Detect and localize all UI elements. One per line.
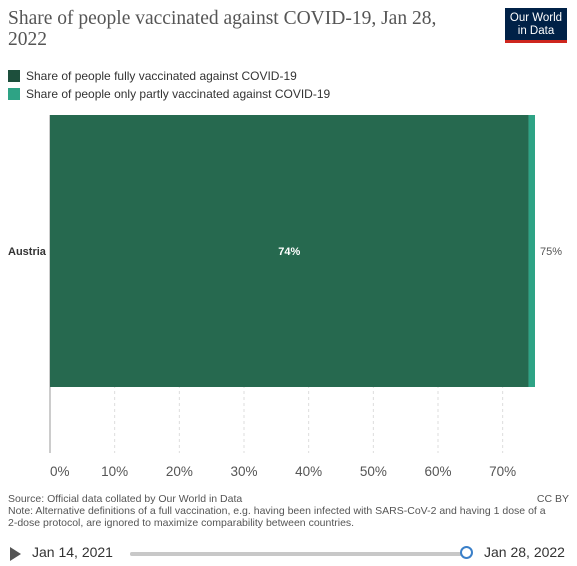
chart-footer: Source: Official data collated by Our Wo… [8,493,548,529]
play-icon[interactable] [10,547,21,561]
timeline-end-label[interactable]: Jan 28, 2022 [484,544,565,560]
x-tick-label: 10% [101,464,128,479]
legend-swatch-partly [8,88,20,100]
legend-label-partly: Share of people only partly vaccinated a… [26,87,331,101]
note-text: Note: Alternative definitions of a full … [8,505,546,529]
timeline-track-fill [130,552,468,556]
x-tick-label: 50% [360,464,387,479]
bar-chart: 0% 10% 20% 30% 40% 50% 60% 70% Austria 74% 75% [8,115,562,479]
x-tick-label: 70% [489,464,516,479]
bar-fully-austria [50,115,529,387]
x-tick-label: 60% [424,464,451,479]
chart-title: Share of people vaccinated against COVID… [8,8,437,50]
legend-item-partly[interactable]: Share of people only partly vaccinated a… [8,85,330,103]
bar-value-label: 74% [278,246,300,258]
timeline-start-label[interactable]: Jan 14, 2021 [32,544,113,560]
license-link[interactable]: CC BY [536,493,569,505]
bar-partly-austria [528,115,535,387]
legend: Share of people fully vaccinated against… [8,67,330,103]
bar-total-label: 75% [540,246,562,258]
x-tick-label: 40% [295,464,322,479]
category-label: Austria [8,246,47,258]
timeline-track[interactable] [130,552,468,556]
owid-logo[interactable]: Our World in Data [505,8,567,43]
x-tick-label: 0% [50,464,70,479]
legend-item-fully[interactable]: Share of people fully vaccinated against… [8,67,330,85]
x-tick-label: 30% [230,464,257,479]
x-tick-label: 20% [166,464,193,479]
legend-label-fully: Share of people fully vaccinated against… [26,69,297,83]
timeline: Jan 14, 2021 Jan 28, 2022 [8,542,573,564]
legend-swatch-fully [8,70,20,82]
logo-line-1: Our World [509,12,563,24]
logo-line-2: in Data [517,25,555,37]
timeline-handle[interactable] [460,546,473,559]
source-text: Source: Official data collated by Our Wo… [8,493,243,505]
